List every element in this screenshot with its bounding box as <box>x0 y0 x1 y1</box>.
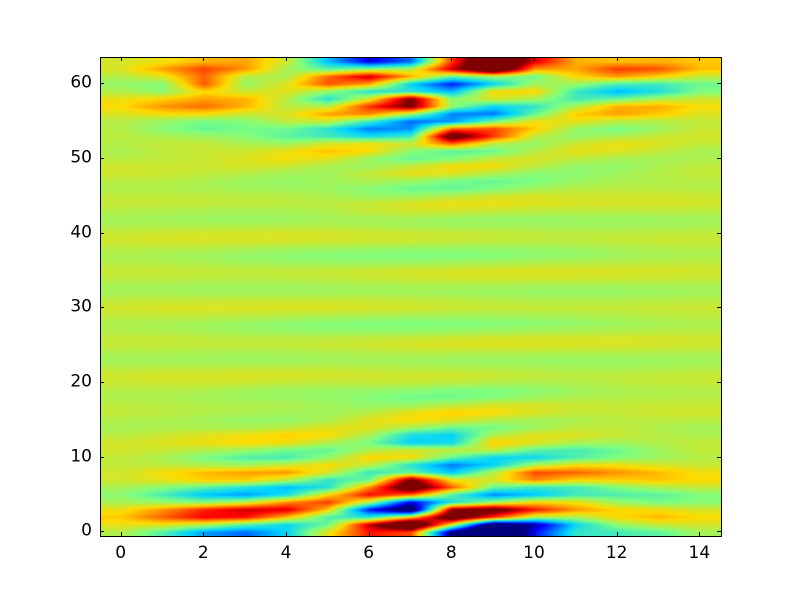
y-tick-label: 60 <box>70 72 92 93</box>
y-tick-mark-right <box>717 381 721 383</box>
x-tick-mark <box>451 532 453 536</box>
x-tick-mark <box>616 532 618 536</box>
x-tick-mark <box>203 532 205 536</box>
x-tick-label: 12 <box>605 543 628 563</box>
x-tick-mark-top <box>120 57 122 61</box>
y-tick-mark-right <box>717 456 721 458</box>
x-tick-mark <box>368 532 370 536</box>
x-tick-label: 10 <box>523 543 545 563</box>
x-tick-label: 0 <box>115 543 127 563</box>
y-tick-mark-right <box>717 83 721 85</box>
x-tick-mark-top <box>616 57 618 61</box>
x-tick-mark-top <box>699 57 701 61</box>
x-tick-mark <box>120 532 122 536</box>
heatmap-axes[interactable] <box>100 57 722 537</box>
x-tick-mark-top <box>203 57 205 61</box>
heatmap-image <box>101 58 721 536</box>
y-tick-mark-right <box>717 307 721 309</box>
y-tick-mark <box>100 381 104 383</box>
x-tick-label: 4 <box>280 543 292 563</box>
y-tick-mark-right <box>717 157 721 159</box>
x-tick-label: 14 <box>688 543 711 563</box>
y-tick-mark <box>100 531 104 533</box>
x-tick-mark-top <box>286 57 287 61</box>
x-tick-label: 6 <box>363 543 375 563</box>
y-tick-mark-right <box>717 531 721 533</box>
x-tick-mark-top <box>451 57 453 61</box>
x-tick-mark-top <box>534 57 535 61</box>
y-tick-label: 20 <box>70 371 92 392</box>
y-tick-mark <box>100 157 104 159</box>
x-tick-mark <box>699 532 701 536</box>
y-tick-label: 0 <box>81 520 92 541</box>
x-tick-mark <box>534 532 535 536</box>
x-tick-label: 2 <box>197 543 209 563</box>
y-tick-mark <box>100 456 104 458</box>
y-tick-mark <box>100 232 104 234</box>
x-tick-mark <box>286 532 287 536</box>
y-tick-label: 10 <box>70 446 92 467</box>
x-tick-mark-top <box>368 57 370 61</box>
y-tick-mark-right <box>717 232 721 234</box>
y-tick-mark <box>100 307 104 309</box>
y-tick-label: 40 <box>70 222 92 243</box>
y-tick-label: 50 <box>70 147 92 168</box>
y-tick-label: 30 <box>70 296 92 317</box>
y-tick-mark <box>100 83 104 85</box>
x-tick-label: 8 <box>445 543 457 563</box>
